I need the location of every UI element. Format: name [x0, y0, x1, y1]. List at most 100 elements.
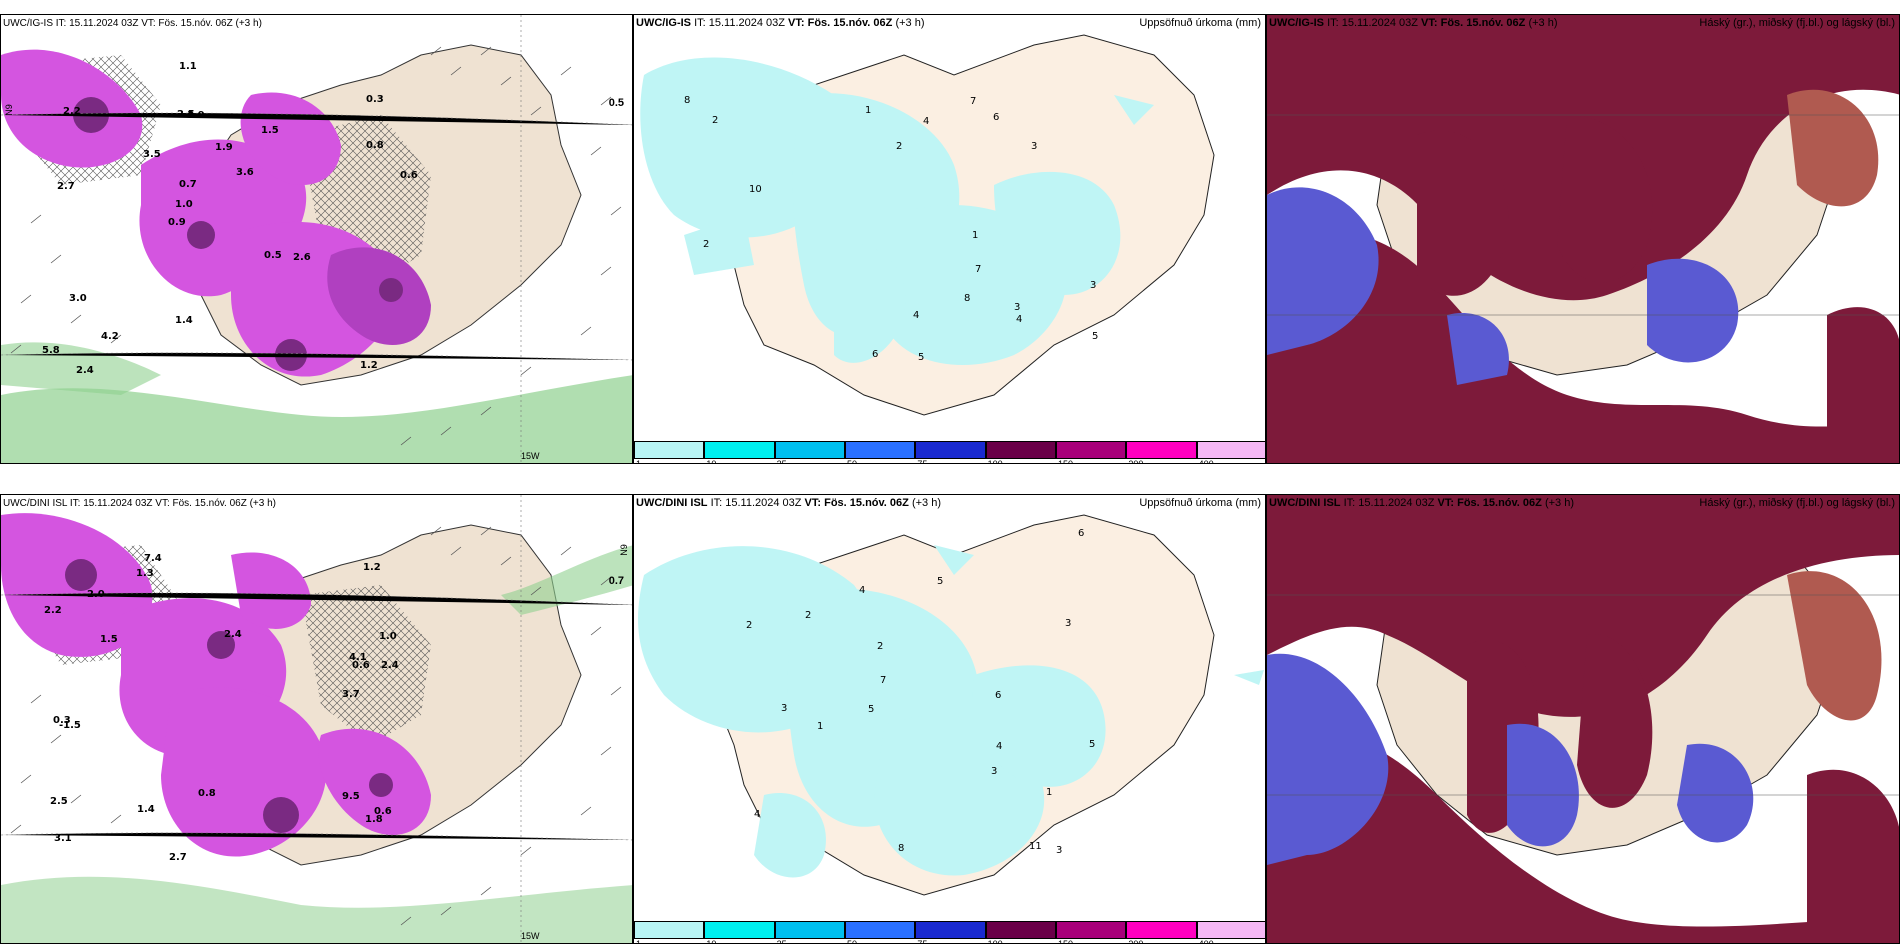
colorbar-tick-label: 75: [917, 459, 928, 464]
map-value-label: 3: [781, 703, 787, 714]
colorbar-swatch: [1126, 441, 1197, 459]
map-value-label: 0.8: [198, 788, 216, 799]
map-value-label: 2.4: [381, 660, 399, 671]
colorbar-swatch: [985, 441, 1056, 459]
colorbar-swatch: [704, 921, 775, 939]
map-value-label: 1.3: [136, 568, 154, 579]
colorbar-tick-label: 1: [636, 939, 642, 944]
map-value-label: 2.7: [169, 852, 187, 863]
panel-header: UWC/IG-IS IT: 15.11.2024 03Z VT: Fös. 15…: [1269, 17, 1895, 30]
map-value-label: 0.7: [179, 179, 197, 190]
panel-title: Háský (gr.), miðský (fj.bl.) og lágský (…: [1699, 497, 1895, 509]
map-value-label: 0.6: [400, 170, 418, 181]
map-svg: 9.5 1.0 0.6 2.4 3.1 7.4 4.1 1.4 1.2 1.5 2.4 2.2 3.7 2…: [1, 495, 632, 943]
colorbar-tick-label: 200: [1128, 459, 1144, 464]
lead-time: (+3 h): [911, 497, 941, 509]
colorbar-tick-label: 100: [987, 939, 1003, 944]
map-value-label: 0.5: [264, 250, 282, 261]
cloud-map-top-right: UWC/IG-IS IT: 15.11.2024 03Z VT: Fös. 15…: [1266, 14, 1900, 464]
map-value-label: 0.3: [366, 94, 384, 105]
map-value-label: 1.2: [363, 562, 381, 573]
colorbar-tick-label: 1: [636, 459, 642, 464]
map-value-label: 3: [991, 766, 997, 777]
colorbar-tick-label: 10: [706, 939, 717, 944]
map-value-label: 0.3: [53, 715, 71, 726]
map-value-label: 8: [684, 95, 690, 106]
map-svg: 2 3 4 8 6 5 1 7 11 3 4 2 5 6 1 3 2 4 5 3: [634, 495, 1265, 919]
map-value-label: 4: [1016, 314, 1022, 325]
lead-time: (+3 h): [895, 17, 925, 29]
map-value-label: 2: [805, 610, 811, 621]
map-value-label: 2.2: [63, 106, 81, 117]
map-value-label: 2.0: [87, 589, 105, 600]
scale-label: 0.7: [608, 575, 624, 587]
panel-header: UWC/IG-IS IT: 15.11.2024 03Z VT: Fös. 15…: [3, 17, 628, 30]
map-value-label: 11: [1029, 841, 1042, 852]
map-value-label: 1: [1046, 787, 1052, 798]
colorbar-swatch: [1056, 921, 1127, 939]
map-value-label: 0.9: [168, 217, 186, 228]
map-value-label: 4: [996, 741, 1002, 752]
colorbar-swatch: [915, 921, 986, 939]
colorbar-swatch: [774, 921, 845, 939]
header-text: UWC/IG-IS IT: 15.11.2024 03Z VT: Fös. 15…: [3, 18, 262, 29]
map-value-label: 6: [1078, 528, 1084, 539]
map-value-label: 3: [1065, 618, 1071, 629]
map-value-label: 9.5: [342, 791, 360, 802]
colorbar-swatch: [634, 921, 705, 939]
map-value-label: 10: [749, 184, 762, 195]
map-value-label: 4: [859, 585, 865, 596]
map-value-label: 0.8: [366, 140, 384, 151]
map-value-label: 3: [1056, 845, 1062, 856]
colorbar-tick-label: 50: [847, 459, 858, 464]
map-value-label: 7: [970, 96, 976, 107]
map-value-label: 5: [937, 576, 943, 587]
map-value-label: 3: [1031, 141, 1037, 152]
colorbar-swatch: [1196, 921, 1265, 939]
map-value-label: 1.5: [100, 634, 118, 645]
map-value-label: 3.0: [69, 293, 87, 304]
map-value-label: 4.2: [101, 331, 119, 342]
map-value-label: 1: [865, 105, 871, 116]
map-value-label: 0.6: [374, 806, 392, 817]
colorbar-tick-label: 25: [776, 459, 787, 464]
map-value-label: 8: [964, 293, 970, 304]
map-value-label: 1.8: [365, 814, 383, 825]
map-value-label: 2.5: [50, 796, 68, 807]
colorbar-tick-label: 50: [847, 939, 858, 944]
map-value-label: 2: [703, 239, 709, 250]
wind-barbs: [10, 46, 622, 446]
map-value-label: 5.8: [42, 345, 60, 356]
map-svg: 1.2 2.7 0.3 0.9 1.5 2.4 2.5 1.9 3.0 3.5 5.8 4.2 3.9 3…: [1, 15, 632, 463]
wind-precip-map-top-left: 1.2 2.7 0.3 0.9 1.5 2.4 2.5 1.9 3.0 3.5 5.8 4.2 3.9 3…: [0, 14, 633, 464]
map-value-label: 3.7: [342, 689, 360, 700]
map-value-label: 1.1: [179, 61, 197, 72]
map-value-label: 3.5: [143, 149, 161, 160]
lat-label: N9: [3, 104, 14, 116]
map-value-label: 7.4: [144, 553, 162, 564]
map-value-label: 3.9: [187, 110, 205, 121]
lead-time: (+3 h): [1544, 497, 1574, 509]
init-time: IT: 15.11.2024 03Z: [1327, 17, 1418, 29]
colorbar-swatch: [845, 441, 916, 459]
colorbar-swatch: [915, 441, 986, 459]
map-svg: [1267, 495, 1899, 943]
colorbar-tick-label: 150: [1058, 459, 1074, 464]
panel-title: Uppsöfnuð úrkoma (mm): [1139, 17, 1261, 29]
panel-header: UWC/DINI ISL IT: 15.11.2024 03Z VT: Fös.…: [3, 497, 628, 510]
map-value-label: 7: [975, 264, 981, 275]
precip-map-top-center: 2 4 8 3 6 1 5 7 10 2 3 4 1 2 5 6 3 8 4 7 UWC/IG-IS IT: 15.1…: [633, 14, 1266, 464]
colorbar-swatch: [774, 441, 845, 459]
lat-label: N9: [619, 544, 630, 556]
map-value-label: 5: [1089, 739, 1095, 750]
colorbar-tick-label: 75: [917, 939, 928, 944]
map-svg: [1267, 15, 1899, 463]
map-value-label: 1.4: [137, 804, 155, 815]
model-name: UWC/IG-IS: [1269, 17, 1324, 29]
map-value-label: 4: [923, 116, 929, 127]
model-name: UWC/DINI ISL: [1269, 497, 1341, 509]
map-value-label: 1.9: [215, 142, 233, 153]
map-value-label: 2.6: [293, 252, 311, 263]
scale-label: 0.5: [608, 97, 624, 109]
map-value-label: 1: [972, 230, 978, 241]
